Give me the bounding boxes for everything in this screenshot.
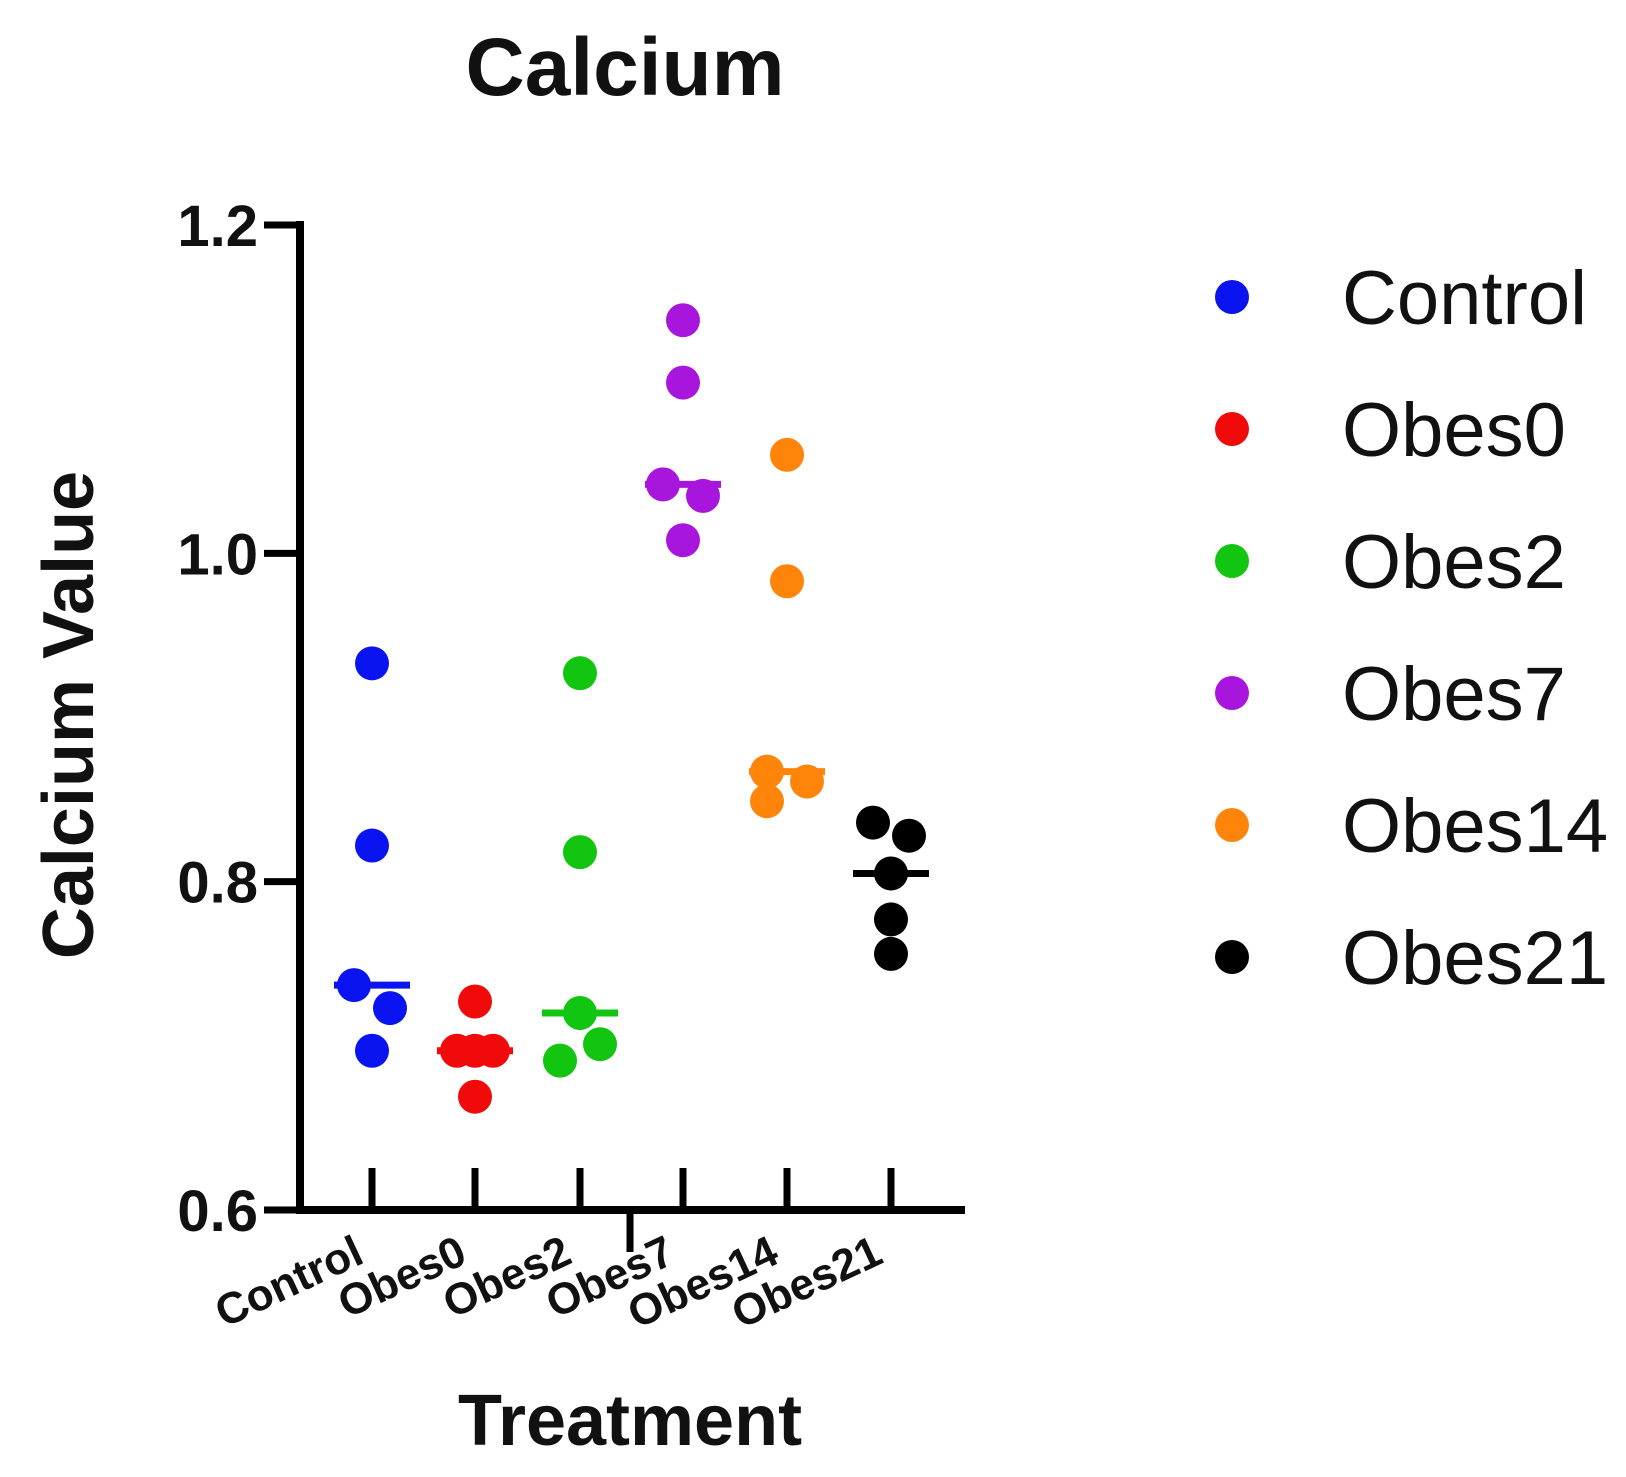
axes <box>296 221 965 1252</box>
point-obes14-2 <box>770 564 804 599</box>
legend-marker-obes2 <box>1215 544 1249 578</box>
point-obes21-5 <box>874 936 908 971</box>
point-obes21-1 <box>856 805 890 840</box>
point-obes2-4 <box>583 1027 617 1062</box>
legend-label-obes2: Obes2 <box>1342 520 1566 605</box>
point-obes7-1 <box>666 303 700 338</box>
point-control-2 <box>355 828 389 863</box>
y-tick-label: 0.6 <box>177 1179 258 1244</box>
legend-label-control: Control <box>1342 256 1587 341</box>
data-points <box>337 303 926 1114</box>
legend-label-obes21: Obes21 <box>1342 916 1608 1001</box>
point-obes2-5 <box>543 1043 577 1078</box>
point-control-5 <box>355 1033 389 1068</box>
y-tick-label: 0.8 <box>177 851 258 916</box>
legend-marker-obes21 <box>1215 940 1249 974</box>
point-obes14-5 <box>750 784 784 819</box>
point-obes0-1 <box>458 984 492 1019</box>
point-control-4 <box>373 991 407 1026</box>
point-obes21-2 <box>892 818 926 853</box>
point-obes14-1 <box>770 437 804 472</box>
legend-label-obes7: Obes7 <box>1342 652 1566 737</box>
legend-marker-obes14 <box>1215 808 1249 842</box>
legend-marker-obes7 <box>1215 676 1249 710</box>
legend-marker-obes0 <box>1215 412 1249 446</box>
point-obes0-5 <box>458 1079 492 1114</box>
chart-title: Calcium <box>466 22 785 113</box>
median-lines <box>334 480 929 1055</box>
legend-label-obes0: Obes0 <box>1342 388 1566 473</box>
x-axis-title: Treatment <box>458 1381 802 1461</box>
point-obes2-2 <box>563 835 597 870</box>
point-obes21-4 <box>874 902 908 937</box>
y-tick-label: 1.2 <box>177 194 258 259</box>
point-obes7-5 <box>666 523 700 558</box>
legend-label-obes14: Obes14 <box>1342 784 1608 869</box>
legend-marker-control <box>1215 280 1249 314</box>
y-axis-ticks: 0.6 0.8 1.0 1.2 <box>177 194 300 1244</box>
point-obes7-2 <box>666 365 700 400</box>
legend: Control Obes0 Obes2 Obes7 Obes14 Obes21 <box>1215 256 1608 1001</box>
y-tick-label: 1.0 <box>177 522 258 587</box>
point-control-1 <box>355 646 389 681</box>
point-obes2-1 <box>563 656 597 691</box>
y-axis-title: Calcium Value <box>29 471 109 959</box>
